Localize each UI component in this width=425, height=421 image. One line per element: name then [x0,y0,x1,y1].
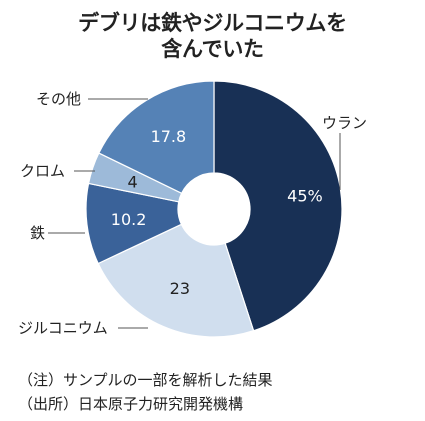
donut-slice-4 [98,80,215,195]
slice-category-label-1: ジルコニウム [18,319,108,337]
slice-value-label-3: 4 [127,172,137,191]
slice-category-label-0: ウラン [322,114,367,132]
slice-category-label-3: クロム [20,162,65,180]
note-text: （注）サンプルの一部を解析した結果 [18,371,273,389]
slice-value-label-4: 17.8 [151,127,187,146]
slice-value-label-2: 10.2 [111,210,147,229]
slice-category-label-4: その他 [36,90,81,108]
chart-notes: （注）サンプルの一部を解析した結果 （出所）日本原子力研究開発機構 [18,368,273,416]
chart-title: デブリは鉄やジルコニウムを 含んでいた [0,10,425,62]
source-text: （出所）日本原子力研究開発機構 [18,395,244,413]
slice-value-label-0: 45% [287,187,323,206]
chart-title-line-2: 含んでいた [161,37,264,61]
slice-category-label-2: 鉄 [30,224,45,242]
donut-slice-1 [97,223,255,338]
donut-slice-0 [213,80,343,332]
slice-value-label-1: 23 [170,279,190,298]
chart-title-line-1: デブリは鉄やジルコニウムを [78,11,347,35]
